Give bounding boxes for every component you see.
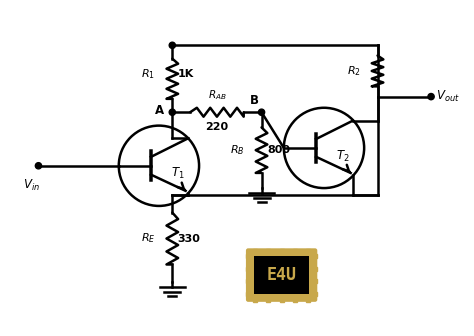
Text: B: B	[250, 94, 259, 107]
Text: $R_B$: $R_B$	[230, 143, 245, 157]
Text: 330: 330	[178, 234, 201, 244]
Text: 800: 800	[267, 145, 290, 155]
Circle shape	[36, 163, 42, 169]
Bar	[254, 256, 309, 294]
Text: $V_{out}$: $V_{out}$	[436, 89, 459, 104]
Text: $R_{AB}$: $R_{AB}$	[208, 89, 226, 102]
Circle shape	[258, 109, 264, 115]
Text: $V_{in}$: $V_{in}$	[23, 178, 40, 193]
Circle shape	[169, 42, 175, 48]
Text: $T_1$: $T_1$	[172, 166, 185, 181]
Text: $R_2$: $R_2$	[346, 64, 361, 78]
Circle shape	[169, 109, 175, 115]
Circle shape	[428, 93, 434, 100]
Text: A: A	[155, 103, 164, 117]
FancyBboxPatch shape	[246, 248, 317, 302]
Text: $R_1$: $R_1$	[141, 68, 155, 81]
Text: 220: 220	[205, 122, 228, 132]
Text: E4U: E4U	[266, 266, 297, 284]
Text: $R_E$: $R_E$	[141, 232, 155, 245]
Text: $T_2$: $T_2$	[337, 149, 350, 164]
Text: 1K: 1K	[178, 69, 194, 79]
